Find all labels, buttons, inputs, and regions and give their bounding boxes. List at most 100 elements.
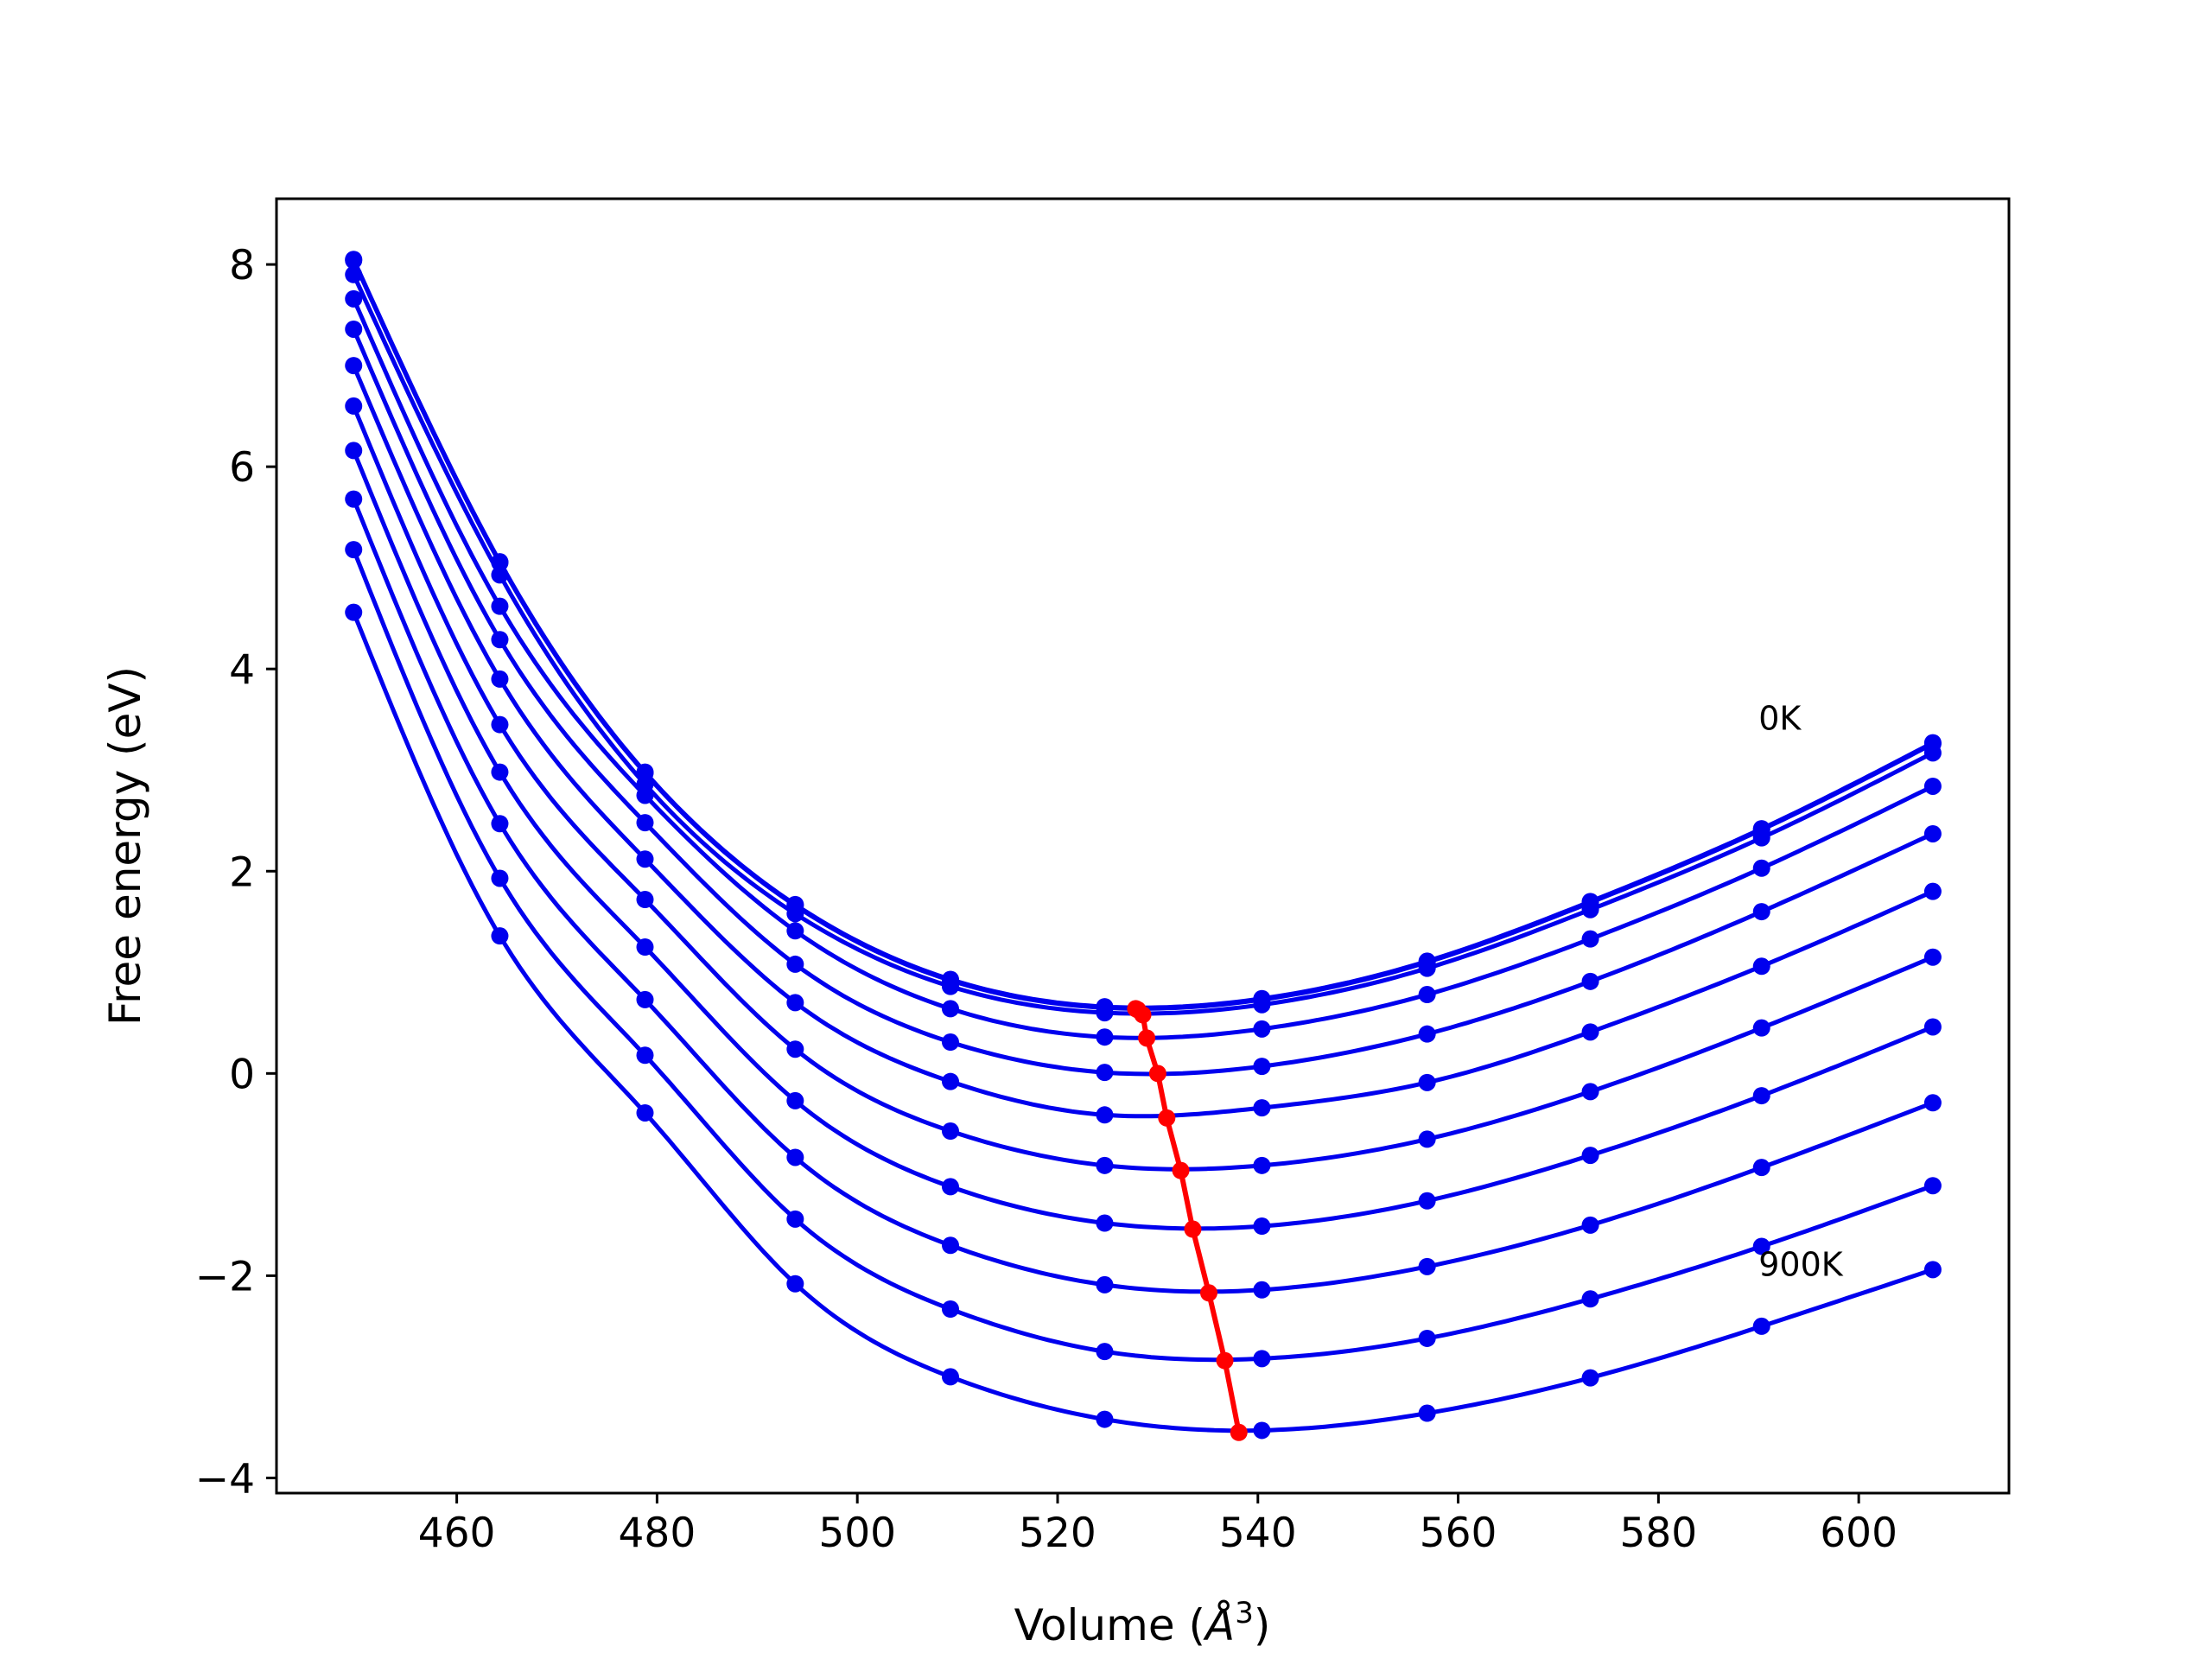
data-point-200K-7: [1418, 959, 1436, 977]
data-point-900K-10: [1923, 1177, 1942, 1195]
data-point-600K-7: [1418, 1130, 1436, 1148]
y-axis-label: Free energy (eV): [100, 666, 150, 1026]
free-energy-curve-700K: [351, 449, 1934, 1231]
x-ticks: 460 480 500 520 540 560 580 600: [418, 1493, 1897, 1557]
x-tick-label-540: 540: [1219, 1510, 1297, 1557]
data-point-500K-2: [636, 850, 654, 868]
data-point-900K-8: [1581, 1290, 1599, 1308]
data-point-900K-6: [1253, 1350, 1271, 1368]
data-point-400K-10: [1923, 824, 1942, 842]
data-point-700K-5: [1096, 1214, 1114, 1232]
data-point-400K-6: [1253, 1058, 1271, 1076]
data-point-700K-1: [491, 763, 509, 781]
y-ticks: −4 −2 0 2 4 6 8: [195, 242, 276, 1503]
data-point-900K-2: [636, 1046, 654, 1065]
free-energy-curve-500K: [351, 365, 1934, 1119]
data-point-1000K-1: [491, 927, 509, 945]
data-point-500K-8: [1581, 1023, 1599, 1041]
data-point-500K-1: [491, 670, 509, 688]
data-point-1000K-7: [1418, 1404, 1436, 1422]
data-point-900K-7: [1418, 1329, 1436, 1347]
minimum-point-400K: [1148, 1065, 1166, 1083]
data-point-200K-5: [1096, 1004, 1114, 1022]
data-point-900K-1: [491, 869, 509, 887]
y-tick-label-0: 0: [229, 1051, 255, 1098]
data-point-300K-3: [786, 922, 804, 940]
data-point-100K-0: [345, 251, 363, 270]
data-point-600K-2: [636, 891, 654, 909]
data-point-500K-4: [941, 1072, 959, 1090]
data-point-600K-10: [1923, 948, 1942, 966]
minimum-point-600K: [1172, 1161, 1190, 1179]
data-point-300K-4: [941, 1000, 959, 1018]
data-point-700K-10: [1923, 1018, 1942, 1036]
x-tick-label-580: 580: [1620, 1510, 1698, 1557]
data-point-200K-9: [1752, 829, 1770, 847]
minimum-point-500K: [1158, 1109, 1176, 1127]
free-energy-curve-900K: [351, 549, 1934, 1363]
x-tick-label-560: 560: [1420, 1510, 1497, 1557]
data-point-600K-1: [491, 715, 509, 734]
data-point-400K-5: [1096, 1064, 1114, 1082]
x-tick-label-600: 600: [1820, 1510, 1897, 1557]
data-point-1000K-6: [1253, 1421, 1271, 1440]
data-point-600K-6: [1253, 1156, 1271, 1174]
x-tick-label-500: 500: [818, 1510, 896, 1557]
data-point-800K-9: [1752, 1159, 1770, 1177]
data-point-1000K-3: [786, 1274, 804, 1293]
data-point-200K-3: [786, 905, 804, 923]
y-tick-label-4: 4: [229, 646, 255, 694]
annotations: 0K 900K: [1758, 699, 1844, 1283]
curves-layer: [345, 251, 1942, 1440]
data-point-500K-6: [1253, 1099, 1271, 1117]
data-point-1000K-2: [636, 1103, 654, 1122]
x-axis-label: Volume (Å3): [1014, 1596, 1271, 1650]
x-tick-label-520: 520: [1019, 1510, 1096, 1557]
data-point-300K-0: [345, 289, 363, 308]
data-point-300K-1: [491, 597, 509, 615]
data-point-300K-6: [1253, 1020, 1271, 1038]
data-point-600K-3: [786, 1040, 804, 1058]
data-point-200K-4: [941, 977, 959, 995]
data-point-700K-6: [1253, 1217, 1271, 1236]
annotation-900K: 900K: [1758, 1245, 1844, 1283]
data-point-900K-9: [1752, 1237, 1770, 1255]
free-energy-curve-600K: [351, 404, 1934, 1172]
data-point-200K-8: [1581, 900, 1599, 918]
data-point-400K-4: [941, 1033, 959, 1052]
data-point-600K-8: [1581, 1083, 1599, 1101]
data-point-400K-9: [1752, 903, 1770, 921]
free-energy-curve-800K: [351, 498, 1934, 1294]
data-point-600K-9: [1752, 1019, 1770, 1037]
data-point-700K-4: [941, 1178, 959, 1196]
data-point-300K-7: [1418, 986, 1436, 1004]
data-point-1000K-9: [1752, 1317, 1770, 1335]
plot-frame: [275, 197, 2011, 1495]
minimum-point-800K: [1199, 1284, 1217, 1302]
data-point-500K-5: [1096, 1106, 1114, 1124]
data-point-400K-2: [636, 814, 654, 832]
free-energy-curve-1000K: [351, 611, 1934, 1433]
data-point-200K-10: [1923, 744, 1942, 762]
data-point-900K-3: [786, 1210, 804, 1228]
data-point-400K-7: [1418, 1025, 1436, 1043]
minimum-point-1000K: [1230, 1423, 1248, 1441]
minimum-point-300K: [1138, 1029, 1156, 1047]
y-tick-label--2: −2: [195, 1253, 255, 1300]
y-tick-label-8: 8: [229, 242, 255, 289]
data-point-500K-0: [345, 357, 363, 375]
data-point-900K-0: [345, 541, 363, 559]
y-tick-label--4: −4: [195, 1455, 255, 1503]
data-point-700K-9: [1752, 1087, 1770, 1105]
data-point-500K-7: [1418, 1073, 1436, 1091]
data-point-500K-10: [1923, 882, 1942, 900]
data-point-800K-7: [1418, 1257, 1436, 1275]
data-point-800K-10: [1923, 1094, 1942, 1112]
data-point-300K-10: [1923, 777, 1942, 795]
minimum-line-layer: [1127, 1000, 1248, 1441]
data-point-700K-8: [1581, 1147, 1599, 1165]
y-tick-label-2: 2: [229, 849, 255, 896]
data-point-1000K-0: [345, 603, 363, 621]
